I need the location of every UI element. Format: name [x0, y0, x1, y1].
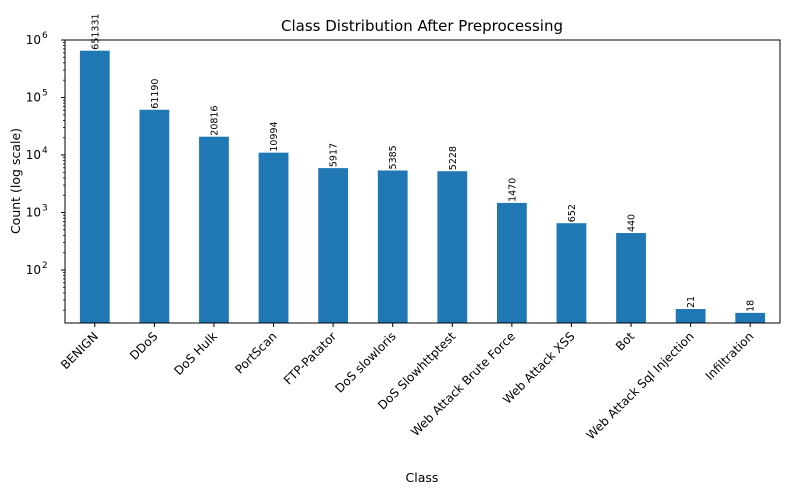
- y-tick-exponent: 6: [42, 31, 48, 41]
- bar-value-label: 10994: [269, 121, 280, 151]
- x-tick-label: FTP-Patator: [281, 329, 339, 387]
- bar: [616, 233, 646, 323]
- y-tick-exponent: 2: [42, 261, 48, 271]
- bar: [318, 168, 349, 323]
- bar: [139, 109, 170, 323]
- data-labels-group: 651331 61190 20816 10994 5917 5385 5228 1470 652…: [90, 13, 756, 311]
- x-tick-label: BENIGN: [58, 329, 101, 372]
- y-tick-label: 10: [26, 206, 41, 220]
- x-axis-label: Class: [406, 470, 439, 485]
- x-tick-label: PortScan: [232, 329, 279, 376]
- y-tick-exponent: 5: [42, 89, 48, 99]
- x-tick-label: Web Attack Brute Force: [408, 329, 518, 439]
- bar: [496, 202, 527, 323]
- bar: [735, 312, 766, 323]
- plot-frame: [64, 39, 781, 324]
- bar: [437, 171, 468, 323]
- bar-value-label: 440: [627, 214, 638, 232]
- bar-value-label: 5228: [448, 146, 459, 170]
- bar-value-label: 18: [746, 300, 757, 312]
- bar-value-label: 1470: [507, 178, 518, 202]
- x-tick-label: Web Attack Sql Injection: [584, 329, 697, 442]
- bar: [258, 152, 289, 323]
- x-tick-label: Infiltration: [703, 329, 757, 383]
- bar-value-label: 5917: [329, 143, 340, 167]
- y-tick-label: 10: [26, 263, 41, 277]
- y-axis-label: Count (log scale): [8, 128, 23, 234]
- x-tick-label: Bot: [613, 329, 637, 353]
- y-tick-label: 10: [26, 33, 41, 47]
- y-tick-label: 10: [26, 91, 41, 105]
- y-tick-exponent: 3: [42, 204, 48, 214]
- bar-value-label: 61190: [150, 79, 161, 109]
- bar-value-label: 651331: [90, 13, 101, 49]
- x-tick-label: DoS slowloris: [332, 329, 398, 395]
- chart-title: Class Distribution After Preprocessing: [281, 17, 563, 35]
- bar-value-label: 652: [567, 204, 578, 222]
- bars-group: [79, 50, 766, 323]
- bar: [675, 309, 706, 323]
- y-tick-label: 10: [26, 148, 41, 162]
- bar-value-label: 21: [686, 296, 697, 308]
- bar: [79, 50, 110, 323]
- x-tick-label: DDoS: [127, 329, 161, 363]
- bar-value-label: 5385: [388, 145, 399, 169]
- bar-value-label: 20816: [209, 105, 220, 135]
- y-tick-exponent: 4: [42, 146, 48, 156]
- bar: [556, 223, 587, 323]
- x-tick-label: DoS Hulk: [171, 329, 220, 378]
- x-axis: BENIGN DDoS DoS Hulk PortScan FTP-PatatorDoS…: [58, 323, 756, 442]
- bar: [199, 136, 229, 323]
- bar: [377, 170, 408, 323]
